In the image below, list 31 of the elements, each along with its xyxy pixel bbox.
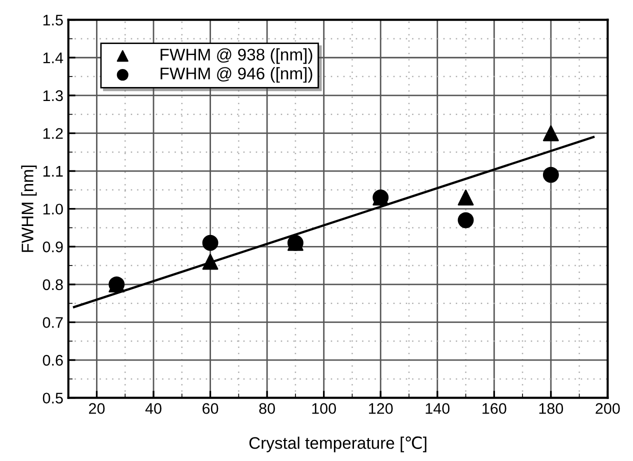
y-tick-label: 1.2 <box>43 128 63 139</box>
x-tick-label: 20 <box>89 403 105 414</box>
y-tick-label: 1.5 <box>43 14 63 26</box>
y-tick-label: 1.3 <box>43 90 63 102</box>
y-tick-label: 0.7 <box>42 317 63 328</box>
x-tick-label: 40 <box>145 403 162 414</box>
y-tick-label: 1.0 <box>43 204 63 215</box>
x-tick-label: 120 <box>369 403 393 414</box>
y-tick-label: 0.6 <box>42 354 63 366</box>
y-tick-label: 0.5 <box>42 392 63 404</box>
point <box>542 125 559 142</box>
point <box>458 212 474 228</box>
point <box>202 254 218 270</box>
point <box>458 190 474 206</box>
x-tick-label: 100 <box>312 403 336 414</box>
y-tick-label: 0.8 <box>42 279 63 290</box>
y-tick-label: 1.4 <box>43 52 64 64</box>
y-tick-label: 1.1 <box>43 166 63 177</box>
x-tick-label: 80 <box>259 403 275 414</box>
x-tick-label: 140 <box>426 403 450 414</box>
x-tick-label: 180 <box>539 403 564 414</box>
point <box>542 166 559 183</box>
y-axis-title: FWHM [nm] <box>21 166 37 252</box>
x-axis-title: Crystal temperature [℃] <box>249 436 426 452</box>
legend-label: FWHM @ 938 ([nm]) <box>160 48 312 64</box>
y-tick-label: 0.9 <box>42 242 63 252</box>
x-tick-label: 200 <box>596 403 620 414</box>
x-tick-label: 60 <box>202 403 218 414</box>
legend-label: FWHM @ 946 ([nm]) <box>160 67 312 83</box>
point <box>202 234 218 251</box>
x-tick-label: 160 <box>482 403 506 414</box>
